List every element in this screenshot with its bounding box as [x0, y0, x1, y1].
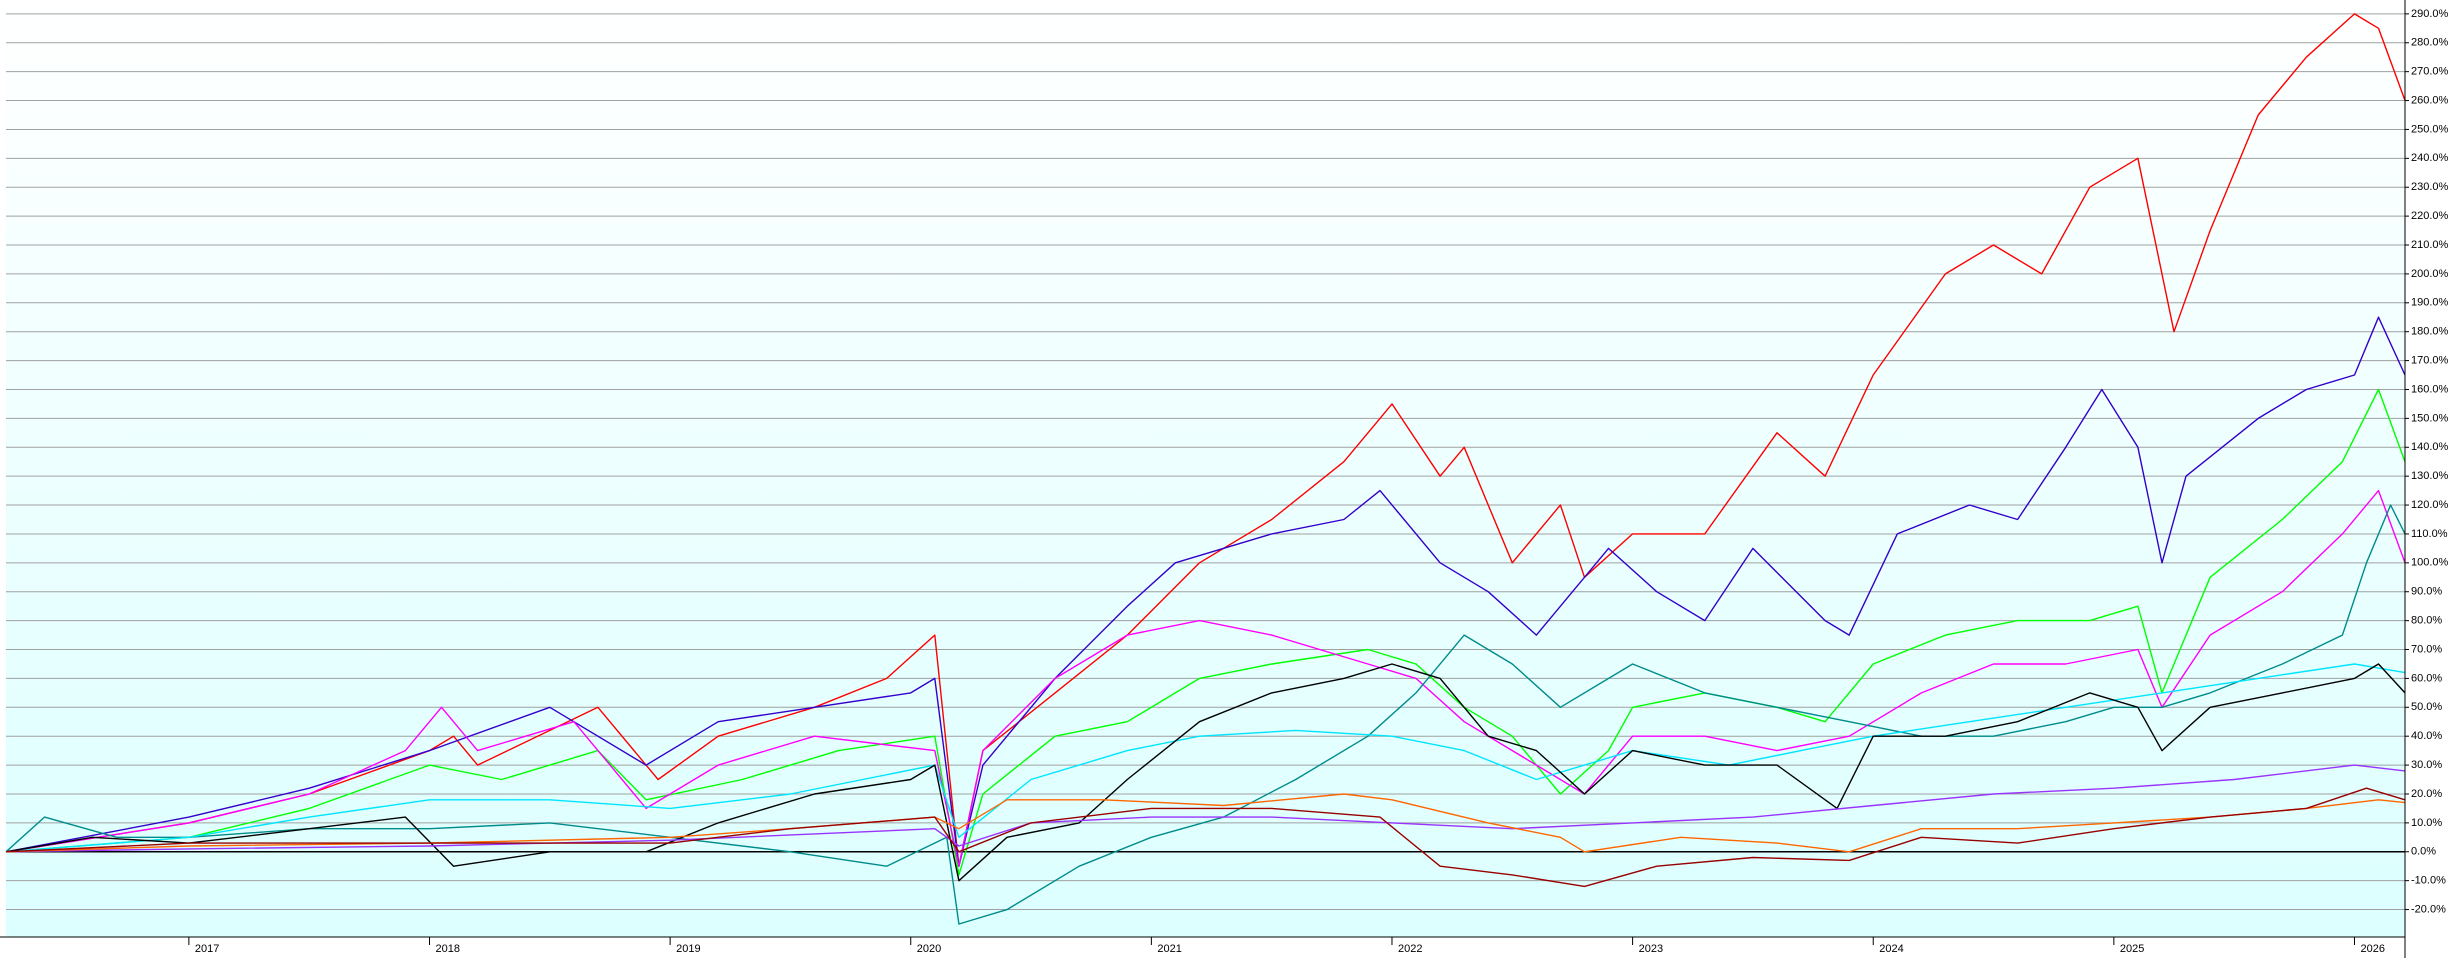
series-line: [5, 663, 2406, 882]
y-tick-label: 220.0%: [2411, 210, 2449, 222]
x-tick-label: 2021: [1157, 943, 1181, 955]
y-tick-label: 240.0%: [2411, 152, 2449, 164]
y-tick-label: 230.0%: [2411, 181, 2449, 193]
y-tick-label: 30.0%: [2411, 759, 2442, 771]
y-tick-label: 120.0%: [2411, 499, 2449, 511]
y-tick-label: 200.0%: [2411, 268, 2449, 280]
series-lines: [5, 13, 2406, 925]
y-tick-label: 40.0%: [2411, 730, 2442, 742]
series-line: [5, 787, 2406, 888]
y-tick-label: 90.0%: [2411, 586, 2442, 598]
y-tick-label: 130.0%: [2411, 470, 2449, 482]
x-tick-label: 2025: [2120, 943, 2144, 955]
y-tick-label: 0.0%: [2411, 846, 2436, 858]
y-tick-label: 170.0%: [2411, 354, 2449, 366]
y-tick-label: 80.0%: [2411, 615, 2442, 627]
series-line: [5, 13, 2406, 867]
x-tick-label: 2026: [2360, 943, 2384, 955]
y-tick-label: -10.0%: [2411, 875, 2446, 887]
series-line: [5, 489, 2406, 867]
y-tick-label: 270.0%: [2411, 66, 2449, 78]
x-tick-label: 2020: [917, 943, 941, 955]
plot-background: [6, 0, 2405, 937]
x-tick-label: 2022: [1398, 943, 1422, 955]
x-tick-label: 2018: [435, 943, 459, 955]
x-tick-label: 2023: [1639, 943, 1663, 955]
series-line: [5, 663, 2406, 853]
y-tick-label: 50.0%: [2411, 701, 2442, 713]
y-tick-label: 100.0%: [2411, 557, 2449, 569]
y-tick-label: 290.0%: [2411, 8, 2449, 20]
y-tick-label: 150.0%: [2411, 412, 2449, 424]
series-line: [5, 504, 2406, 925]
y-tick-label: 190.0%: [2411, 297, 2449, 309]
x-tick-label: 2017: [195, 943, 219, 955]
x-tick-label: 2019: [676, 943, 700, 955]
x-axis-band: [0, 937, 2405, 958]
y-tick-label: 20.0%: [2411, 788, 2442, 800]
y-tick-label: 210.0%: [2411, 239, 2449, 251]
y-tick-label: 10.0%: [2411, 817, 2442, 829]
y-tick-label: 140.0%: [2411, 441, 2449, 453]
y-tick-label: 60.0%: [2411, 672, 2442, 684]
axis-labels: -20.0% -10.0% 0.0% 10.0% 20.0% 30.0% 40.0% 50.0…: [188, 8, 2449, 955]
grid: [6, 13, 2405, 911]
y-tick-label: 280.0%: [2411, 37, 2449, 49]
series-line: [5, 316, 2406, 867]
y-tick-label: 250.0%: [2411, 123, 2449, 135]
y-tick-label: 180.0%: [2411, 326, 2449, 338]
y-tick-label: 260.0%: [2411, 94, 2449, 106]
x-tick-label: 2024: [1879, 943, 1903, 955]
y-tick-label: 70.0%: [2411, 643, 2442, 655]
series-line: [5, 764, 2406, 853]
y-tick-label: 110.0%: [2411, 528, 2448, 540]
y-tick-label: 160.0%: [2411, 383, 2449, 395]
y-tick-label: -20.0%: [2411, 903, 2446, 915]
